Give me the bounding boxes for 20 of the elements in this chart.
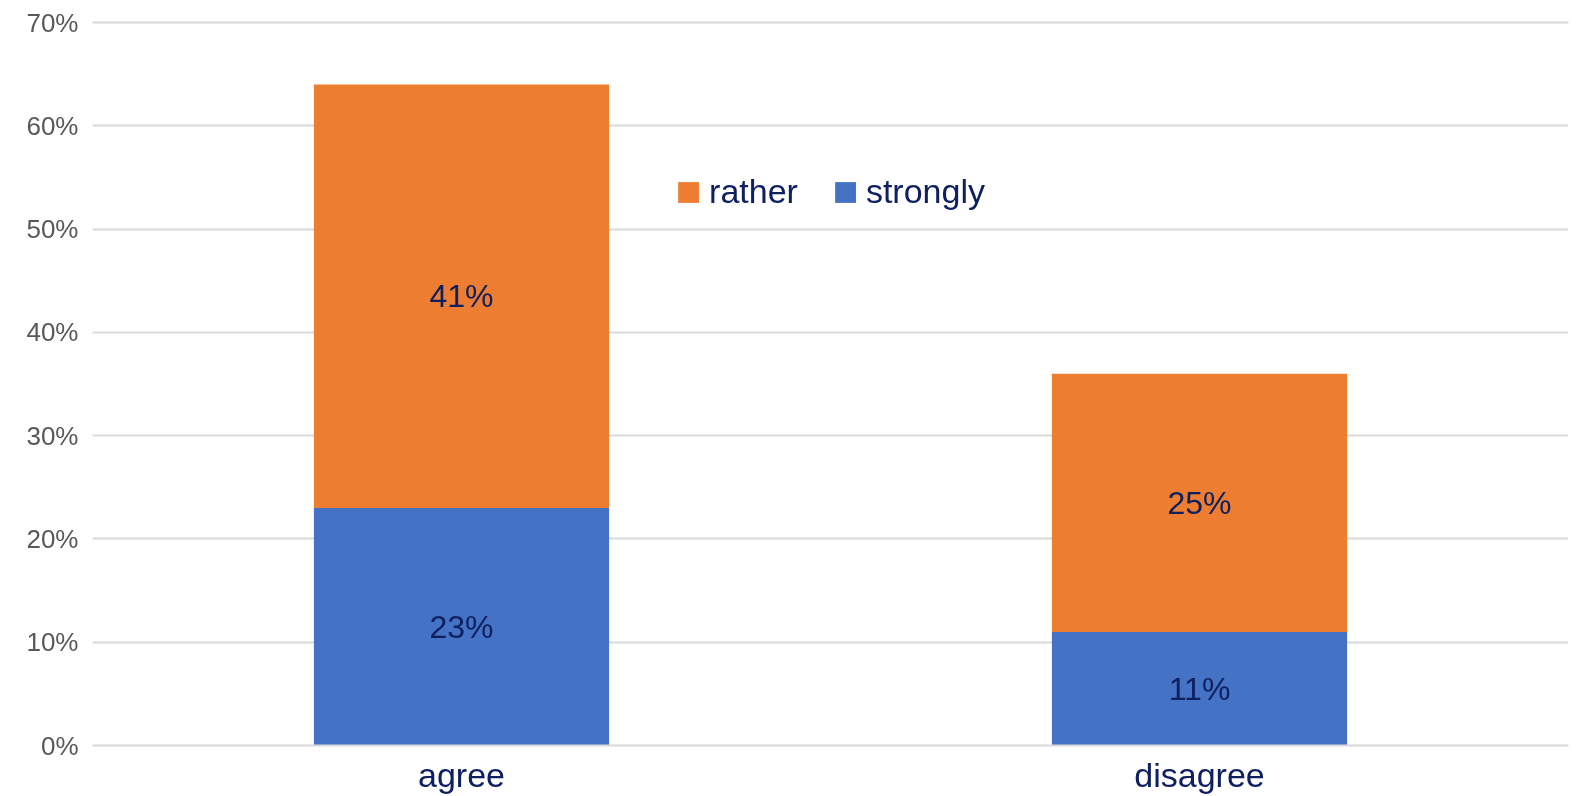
y-tick-label: 60% (26, 110, 79, 141)
y-tick-label: 70% (26, 7, 79, 38)
y-tick-label: 20% (26, 523, 79, 554)
data-label: 11% (1168, 670, 1231, 707)
x-tick-label: agree (418, 755, 505, 794)
y-tick-label: 50% (26, 214, 79, 245)
bar (313, 507, 610, 746)
legend-label: rather (709, 172, 798, 211)
data-label: 41% (429, 278, 494, 315)
data-label: 23% (429, 608, 494, 645)
y-tick-label: 0% (40, 730, 79, 761)
legend-label: strongly (865, 172, 985, 211)
bar (1051, 631, 1348, 746)
data-label: 25% (1167, 484, 1232, 521)
y-tick-label: 30% (26, 420, 79, 451)
x-tick-label: disagree (1134, 755, 1265, 794)
bar (1051, 373, 1348, 632)
y-tick-label: 10% (26, 627, 79, 658)
y-tick-label: 40% (26, 317, 79, 348)
bar (313, 84, 610, 508)
